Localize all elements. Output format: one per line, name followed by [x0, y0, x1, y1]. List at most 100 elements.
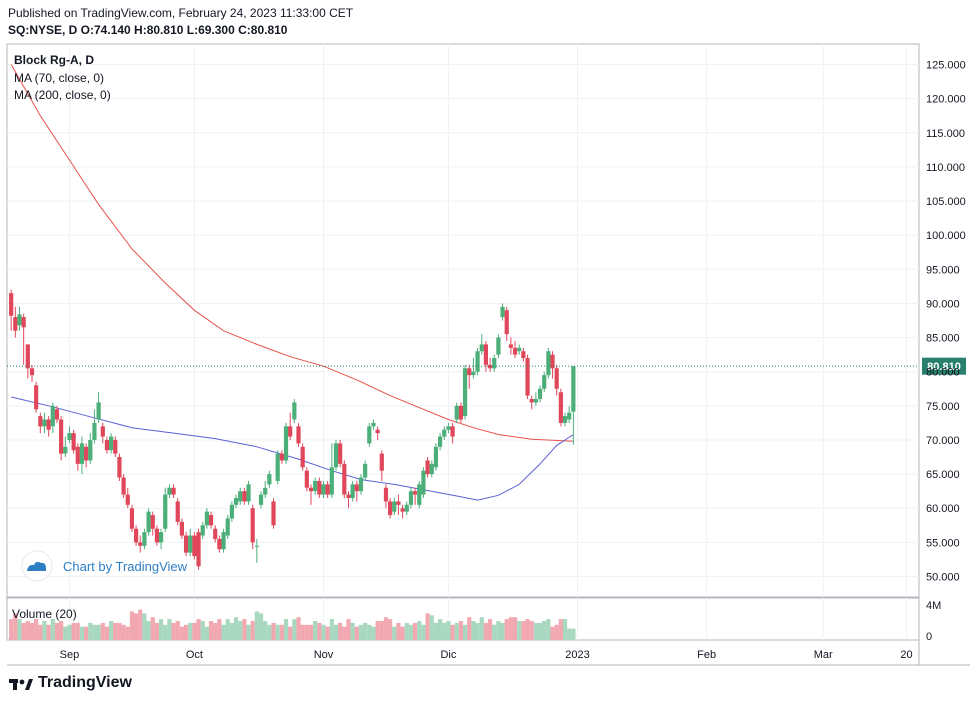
volume-bar	[200, 621, 205, 640]
volume-bar	[350, 622, 355, 640]
candle-body	[271, 501, 276, 526]
volume-bar	[392, 626, 397, 640]
x-tick-label: Dic	[440, 649, 456, 661]
volume-bar	[150, 617, 155, 640]
y-tick-label: 120.000	[926, 94, 966, 106]
candle-body	[50, 405, 55, 427]
volume-bar	[246, 624, 251, 640]
candle-body	[542, 375, 547, 389]
candle-body	[521, 351, 526, 359]
cloud-icon	[27, 561, 46, 571]
volume-bar	[238, 621, 243, 640]
candle-body	[467, 368, 472, 376]
candle-body	[383, 487, 389, 502]
tradingview-logo-icon	[9, 679, 33, 690]
candle-body	[183, 535, 189, 553]
volume-bar	[196, 619, 201, 640]
candle-body	[38, 416, 43, 427]
x-tick-label: Feb	[697, 649, 716, 661]
volume-bar	[525, 619, 530, 640]
candle-body	[142, 532, 147, 546]
volume-bar	[375, 621, 380, 640]
volume-bar	[233, 617, 239, 640]
volume-bar	[433, 622, 439, 640]
volume-bar	[158, 619, 164, 640]
candle-body	[371, 422, 376, 427]
volume-bar	[229, 622, 234, 640]
last-price-group: 80.810	[7, 357, 966, 375]
candle-body	[346, 494, 351, 499]
candle-body	[308, 487, 314, 492]
price-chart[interactable]: 80.810 125.000 120.000 115.000 110.000 105.0…	[0, 0, 978, 670]
volume-bar	[138, 609, 143, 640]
volume-bar	[363, 622, 368, 640]
volume-bar	[204, 626, 209, 640]
footer-logo[interactable]: TradingView	[8, 674, 132, 692]
volume-bar	[242, 619, 247, 640]
price-axis: 125.000 120.000 115.000 110.000 105.000 100.0…	[926, 59, 966, 583]
candle-body	[283, 426, 289, 461]
candle-body	[100, 426, 105, 437]
y-tick-label: 85.000	[926, 333, 960, 345]
tradingview-watermark[interactable]: Chart by TradingView	[21, 550, 188, 582]
candle-body	[46, 419, 51, 430]
candle-body	[475, 351, 480, 372]
candle-body	[292, 402, 297, 420]
candle-body	[258, 494, 264, 505]
candle-body	[196, 532, 201, 567]
candle-body	[92, 422, 97, 440]
volume-bar	[59, 621, 64, 640]
candle-body	[133, 528, 139, 543]
volume-bar	[292, 619, 297, 640]
volume-bar	[308, 624, 314, 640]
volume-bar	[21, 622, 26, 640]
candle-body	[558, 392, 563, 423]
volume-bar	[104, 626, 110, 640]
volume-bar	[13, 613, 18, 640]
volume-bar	[500, 622, 505, 640]
volume-bar	[542, 621, 547, 640]
volume-bar	[125, 626, 130, 640]
volume-bar	[9, 619, 14, 640]
candle-body	[75, 446, 80, 464]
y-tick-label: 55.000	[926, 537, 960, 549]
x-tick-label: Sep	[60, 649, 80, 661]
candle-body	[338, 443, 343, 464]
x-tick-label: Oct	[186, 649, 203, 661]
volume-bar	[171, 622, 176, 640]
candle-body	[225, 518, 230, 536]
y-tick-label: 65.000	[926, 469, 960, 481]
candle-body	[537, 388, 543, 400]
volume-bar	[512, 617, 518, 640]
volume-bar	[183, 624, 189, 640]
volume-bar	[458, 621, 464, 640]
volume-bar	[167, 619, 172, 640]
candle-body	[479, 344, 484, 352]
candle-body	[71, 433, 76, 451]
volume-bar	[258, 613, 264, 640]
volume-bar	[29, 622, 35, 640]
candle-body	[429, 463, 434, 475]
volume-axis: 4M 0	[926, 600, 941, 643]
candle-body	[138, 542, 143, 546]
volume-bar	[333, 624, 339, 640]
volume-bar	[413, 622, 418, 640]
candle-body	[175, 501, 180, 522]
candle-body	[317, 480, 322, 495]
candle-body	[379, 453, 384, 471]
candle-body	[529, 399, 534, 403]
volume-bar	[275, 624, 280, 640]
time-axis: Sep Oct Nov Dic 2023 Feb Mar 20	[60, 649, 913, 661]
candle-body	[79, 443, 85, 464]
legend-ma70: MA (70, close, 0)	[14, 71, 104, 85]
volume-bar	[254, 611, 259, 640]
volume-bar	[325, 626, 330, 640]
volume-bar	[529, 621, 534, 640]
published-line: Published on TradingView.com, February 2…	[8, 6, 354, 20]
candle-body	[375, 429, 380, 434]
grid-lines	[7, 44, 919, 640]
volume-bar	[300, 624, 305, 640]
candle-body	[442, 429, 447, 437]
candle-body	[204, 511, 209, 526]
candle-body	[462, 368, 468, 417]
